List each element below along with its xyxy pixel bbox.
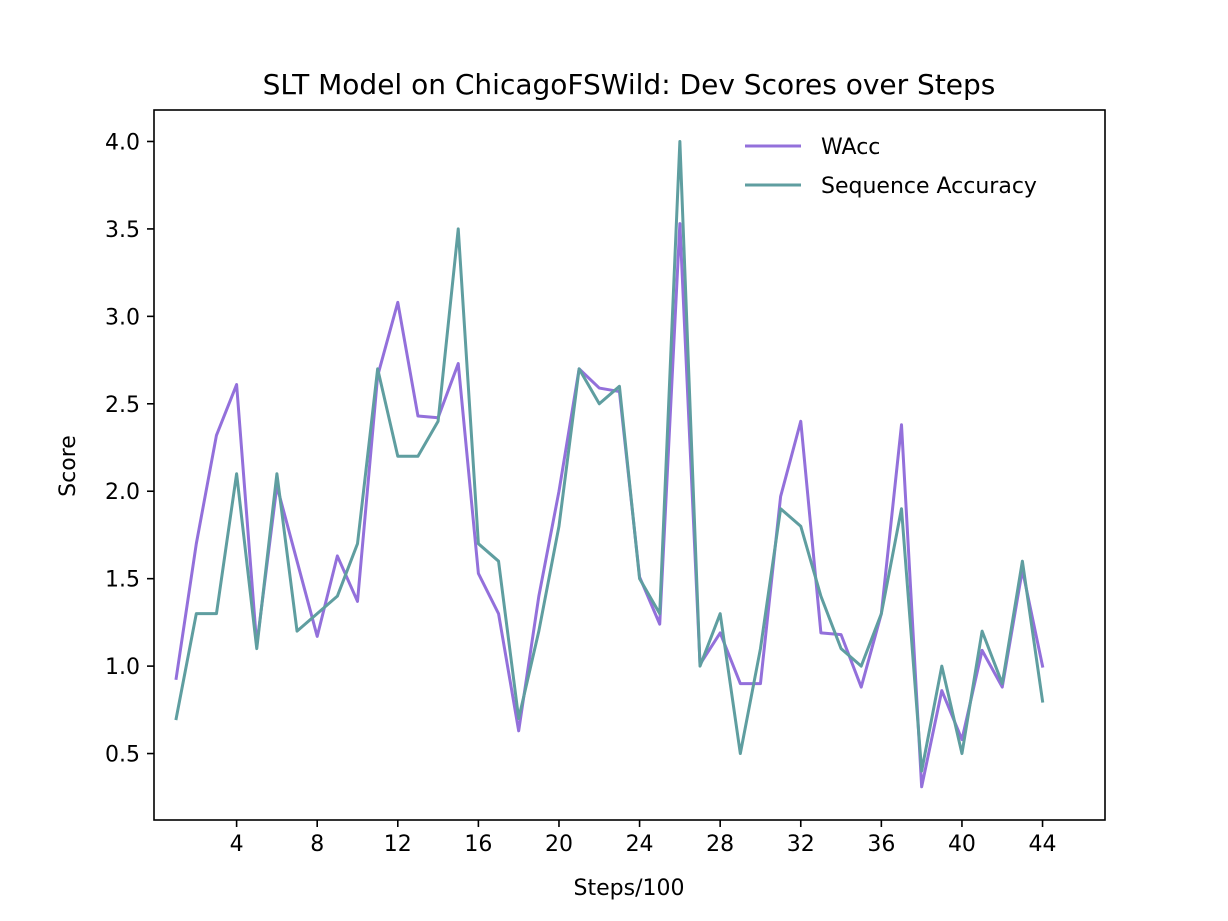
y-tick-label: 1.0 [105, 655, 140, 680]
y-tick-label: 1.5 [105, 568, 140, 593]
x-tick-label: 44 [1029, 832, 1057, 857]
y-tick-label: 2.5 [105, 393, 140, 418]
x-tick-label: 8 [310, 832, 324, 857]
y-axis-ticks: 0.5 1.0 1.5 2.0 2.5 3.0 3.5 4.0 [105, 130, 154, 768]
y-tick-label: 2.0 [105, 480, 140, 505]
x-tick-label: 28 [706, 832, 734, 857]
legend: WAcc Sequence Accuracy [745, 135, 1037, 199]
x-axis-label: Steps/100 [574, 876, 685, 901]
x-tick-label: 32 [787, 832, 815, 857]
legend-label-sequence-accuracy: Sequence Accuracy [821, 174, 1037, 199]
series-line-wacc [174, 222, 1045, 789]
x-axis-ticks: 4 8 12 16 20 24 28 32 36 40 44 [230, 820, 1057, 857]
y-tick-label: 4.0 [105, 130, 140, 155]
y-tick-label: 0.5 [105, 743, 140, 768]
y-axis-label: Score [56, 435, 81, 497]
x-tick-label: 24 [626, 832, 654, 857]
x-tick-label: 40 [948, 832, 976, 857]
y-tick-label: 3.0 [105, 305, 140, 330]
x-tick-label: 12 [384, 832, 412, 857]
series-layer [174, 139, 1045, 789]
y-tick-label: 3.5 [105, 218, 140, 243]
chart-title: SLT Model on ChicagoFSWild: Dev Scores o… [263, 68, 996, 101]
legend-label-wacc: WAcc [821, 135, 880, 160]
x-tick-label: 16 [464, 832, 492, 857]
x-tick-label: 4 [230, 832, 244, 857]
series-line-sequence-accuracy [174, 139, 1045, 773]
plot-area-frame [153, 109, 1106, 821]
x-tick-label: 20 [545, 832, 573, 857]
x-tick-label: 36 [867, 832, 895, 857]
